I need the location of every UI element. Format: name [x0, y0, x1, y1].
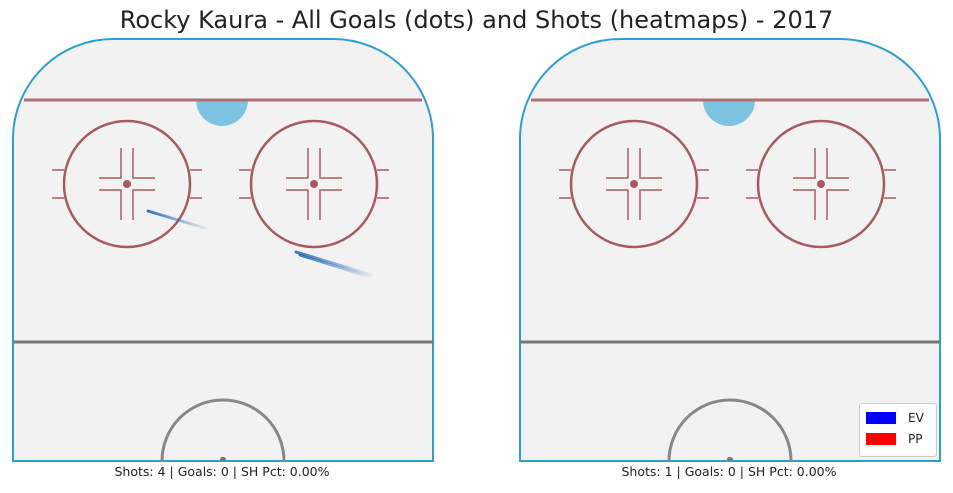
- faceoff-l-mark: [639, 148, 662, 179]
- legend-label-ev: EV: [908, 411, 924, 425]
- faceoff-circle-left: [559, 119, 709, 249]
- center-dot: [727, 457, 733, 461]
- faceoff-l-mark: [606, 148, 629, 179]
- faceoff-dot: [817, 180, 825, 188]
- goal-crease: [703, 100, 755, 126]
- shot-trail: [298, 253, 372, 279]
- legend-label-pp: PP: [908, 432, 923, 446]
- faceoff-circle-left: [52, 119, 202, 249]
- faceoff-l-mark: [132, 189, 155, 220]
- center-circle: [160, 398, 286, 462]
- shot-trail: [294, 250, 374, 277]
- faceoff-l-mark: [319, 189, 342, 220]
- chart-title: Rocky Kaura - All Goals (dots) and Shots…: [119, 6, 834, 34]
- faceoff-l-mark: [606, 189, 629, 220]
- legend-item-ev: EV: [866, 410, 924, 426]
- faceoff-l-mark: [132, 148, 155, 179]
- legend-item-pp: PP: [866, 431, 922, 447]
- faceoff-l-mark: [319, 148, 342, 179]
- goal-crease: [196, 100, 248, 126]
- legend-swatch-ev: [866, 412, 896, 424]
- faceoff-l-mark: [639, 189, 662, 220]
- faceoff-ring: [62, 119, 192, 249]
- rink-left: [12, 38, 434, 462]
- faceoff-l-mark: [826, 148, 849, 179]
- faceoff-dot: [310, 180, 318, 188]
- faceoff-l-mark: [286, 148, 309, 179]
- faceoff-dot: [630, 180, 638, 188]
- caption-right: Shots: 1 | Goals: 0 | SH Pct: 0.00%: [621, 464, 837, 479]
- legend-swatch-pp: [866, 433, 896, 445]
- faceoff-l-mark: [99, 148, 122, 179]
- rink-boards: [519, 38, 941, 462]
- rink-boards: [12, 38, 434, 462]
- shot-trail: [146, 209, 210, 231]
- faceoff-ring: [249, 119, 379, 249]
- faceoff-l-mark: [793, 148, 816, 179]
- faceoff-circle-right: [239, 119, 389, 249]
- faceoff-l-mark: [793, 189, 816, 220]
- legend: EV PP: [859, 403, 937, 457]
- faceoff-ring: [569, 119, 699, 249]
- caption-left: Shots: 4 | Goals: 0 | SH Pct: 0.00%: [114, 464, 330, 479]
- faceoff-ring: [756, 119, 886, 249]
- rink-right: [519, 38, 941, 462]
- faceoff-l-mark: [99, 189, 122, 220]
- faceoff-circle-right: [746, 119, 896, 249]
- faceoff-l-mark: [286, 189, 309, 220]
- center-dot: [220, 457, 226, 461]
- center-circle: [667, 398, 793, 462]
- faceoff-dot: [123, 180, 131, 188]
- faceoff-l-mark: [826, 189, 849, 220]
